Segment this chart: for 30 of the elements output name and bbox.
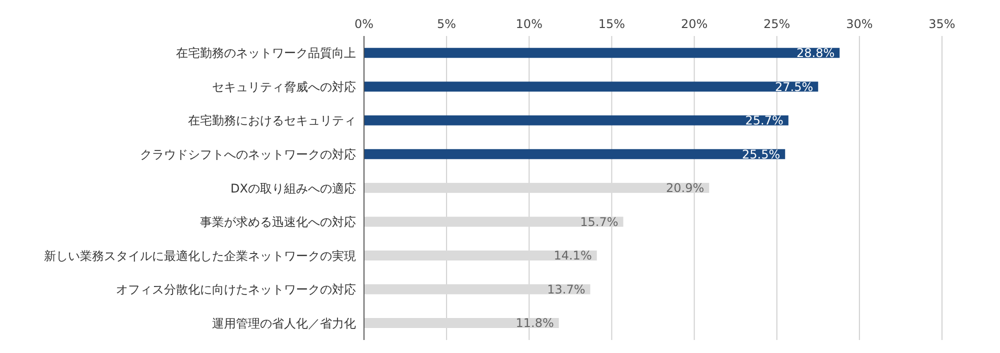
data-label: 20.9%	[666, 181, 704, 196]
y-tick-label: 事業が求める迅速化への対応	[200, 215, 356, 230]
y-tick-label: オフィス分散化に向けたネットワークの対応	[116, 282, 356, 297]
data-label: 15.7%	[580, 214, 618, 229]
data-label: 11.8%	[516, 316, 554, 330]
data-label: 13.7%	[547, 282, 586, 296]
data-label: 27.5%	[775, 80, 814, 94]
x-tick-label: 35%	[928, 17, 956, 31]
y-tick-label: 新しい業務スタイルに最適化した企業ネットワークの実現	[44, 248, 356, 263]
y-tick-label: 在宅勤務のネットワーク品質向上	[176, 46, 356, 60]
x-tick-label: 15%	[598, 17, 626, 31]
y-tick-label: セキュリティ脅威への対応	[212, 80, 356, 94]
bar	[364, 48, 840, 58]
bar	[364, 149, 786, 160]
x-tick-label: 5%	[437, 17, 456, 31]
y-tick-label: クラウドシフトへのネットワークの対応	[140, 147, 356, 162]
x-tick-label: 30%	[846, 17, 873, 31]
data-label: 28.8%	[796, 46, 835, 60]
y-tick-label: DXの取り組みへの適応	[230, 181, 356, 196]
x-tick-label: 20%	[680, 17, 708, 31]
y-tick-label: 運用管理の省人化／省力化	[212, 316, 356, 330]
x-tick-label: 25%	[764, 17, 790, 31]
data-label: 25.7%	[745, 114, 784, 128]
bar	[364, 82, 818, 92]
x-tick-label: 10%	[516, 17, 542, 31]
x-tick-label: 0%	[354, 17, 374, 31]
data-label: 25.5%	[742, 147, 780, 162]
y-tick-label: 在宅勤務におけるセキュリティ	[188, 114, 356, 128]
data-label: 14.1%	[554, 248, 592, 263]
bar	[364, 115, 788, 126]
